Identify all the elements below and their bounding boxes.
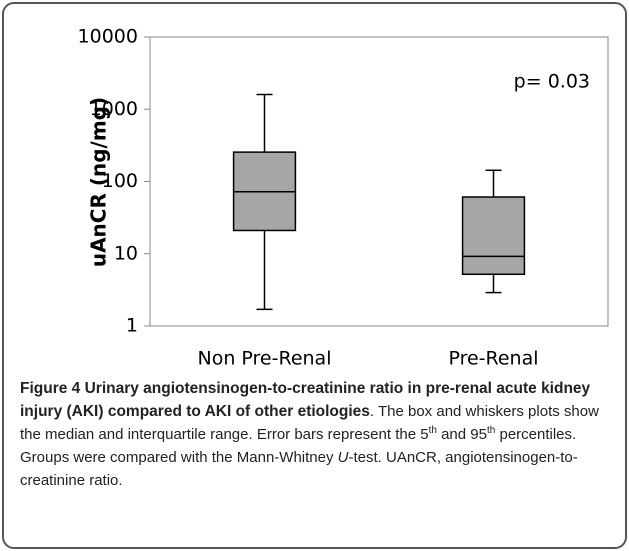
- x-tick-label: Pre-Renal: [448, 348, 538, 370]
- y-tick-label: 10000: [78, 26, 138, 48]
- caption-normal: and 95: [436, 426, 487, 443]
- caption-normal: percentiles. Groups were compared with t…: [20, 426, 577, 466]
- y-axis-label: uAnCR (ng/mg): [87, 97, 111, 267]
- caption-sup: th: [428, 425, 437, 436]
- caption-sup: th: [486, 425, 496, 436]
- annotation: p= 0.03: [514, 71, 590, 93]
- caption-normal: . The box and whiskers plots show the me…: [20, 403, 599, 443]
- y-tick-label: 10: [114, 242, 138, 264]
- y-tick-label: 1000: [90, 98, 138, 120]
- caption-bold: Figure 4 Urinary angiotensinogen-to-crea…: [20, 380, 591, 420]
- caption-normal: -test. UAnCR, angiotensinogen-to-creatin…: [20, 449, 578, 489]
- y-tick-label: 1: [126, 315, 138, 337]
- x-tick-label: Non Pre-Renal: [198, 348, 332, 370]
- caption: Figure 4 Urinary angiotensinogen-to-crea…: [20, 377, 612, 492]
- y-tick-label: 100: [102, 170, 138, 192]
- caption-italic: U: [337, 449, 349, 466]
- chart: p= 0.03 uAnCR (ng/mg) 1 10 100 1000 10000 Non…: [78, 26, 609, 370]
- box: [461, 196, 526, 276]
